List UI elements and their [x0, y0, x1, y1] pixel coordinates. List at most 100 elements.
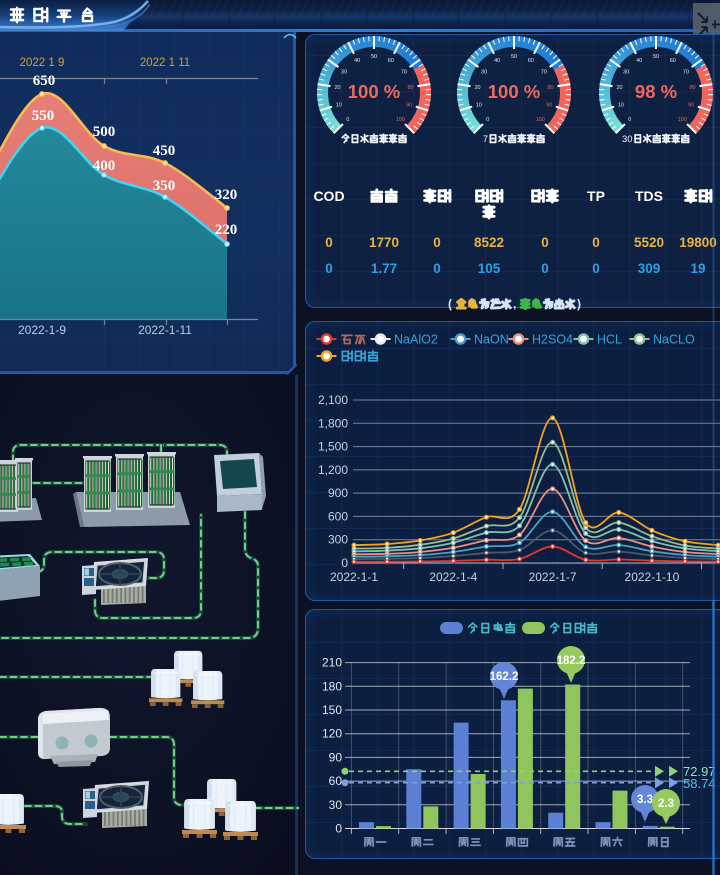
svg-text:550: 550	[32, 108, 55, 124]
svg-text:30: 30	[623, 69, 629, 75]
svg-text:0: 0	[541, 261, 549, 276]
svg-text:180: 180	[322, 679, 342, 693]
svg-text:80: 80	[547, 85, 553, 91]
svg-text:400: 400	[93, 158, 116, 174]
svg-text:50: 50	[653, 54, 659, 60]
svg-text:20: 20	[616, 85, 622, 91]
svg-text:): )	[577, 297, 581, 311]
svg-text:1,500: 1,500	[318, 440, 348, 454]
svg-text:1.77: 1.77	[371, 261, 397, 276]
svg-text:50: 50	[511, 54, 517, 60]
svg-text:2.3: 2.3	[658, 798, 674, 810]
svg-text:2022 1 9: 2022 1 9	[20, 57, 65, 69]
svg-text:19: 19	[690, 261, 705, 276]
svg-text:600: 600	[328, 509, 348, 523]
svg-text:,: ,	[513, 297, 516, 311]
svg-text:72.97: 72.97	[683, 764, 716, 779]
svg-text:650: 650	[33, 73, 56, 89]
svg-text:90: 90	[688, 102, 694, 108]
svg-text:2022-1-4: 2022-1-4	[429, 570, 477, 584]
svg-text:HCL: HCL	[597, 333, 622, 347]
svg-text:98 %: 98 %	[635, 81, 677, 102]
svg-text:NaCLO: NaCLO	[653, 333, 695, 347]
svg-text:100: 100	[678, 117, 687, 123]
svg-text:60: 60	[528, 58, 534, 64]
svg-text:10: 10	[618, 102, 624, 108]
svg-text:10: 10	[336, 102, 342, 108]
svg-text:2022-1-10: 2022-1-10	[625, 570, 680, 584]
svg-text:30: 30	[329, 798, 343, 812]
svg-text:500: 500	[93, 124, 116, 140]
svg-text:0: 0	[592, 261, 600, 276]
svg-text:10: 10	[476, 102, 482, 108]
svg-text:90: 90	[406, 102, 412, 108]
svg-text:TDS: TDS	[635, 188, 663, 204]
svg-text:320: 320	[215, 187, 238, 203]
svg-text:19800: 19800	[679, 235, 717, 250]
svg-text:58.74: 58.74	[683, 776, 716, 791]
svg-text:162.2: 162.2	[490, 671, 519, 683]
svg-text:60: 60	[670, 58, 676, 64]
svg-text:20: 20	[474, 85, 480, 91]
svg-text:120: 120	[322, 727, 342, 741]
svg-text:30: 30	[341, 69, 347, 75]
svg-text:40: 40	[354, 58, 360, 64]
svg-text:450: 450	[153, 143, 176, 159]
svg-text:50: 50	[371, 54, 377, 60]
svg-text:TP: TP	[587, 188, 605, 204]
svg-text:70: 70	[683, 69, 689, 75]
svg-text:2,100: 2,100	[318, 393, 348, 407]
svg-text:0: 0	[541, 235, 549, 250]
svg-text:30: 30	[481, 69, 487, 75]
svg-text:2022-1-7: 2022-1-7	[529, 570, 577, 584]
svg-text:NaAlO2: NaAlO2	[394, 333, 438, 347]
svg-text:309: 309	[638, 261, 661, 276]
svg-text:80: 80	[407, 85, 413, 91]
svg-text:80: 80	[689, 85, 695, 91]
svg-text:8522: 8522	[474, 235, 504, 250]
svg-text:90: 90	[329, 750, 343, 764]
svg-text:300: 300	[328, 533, 348, 547]
svg-text:60: 60	[388, 58, 394, 64]
svg-text:COD: COD	[313, 188, 344, 204]
svg-text:100 %: 100 %	[348, 81, 400, 102]
svg-text:2022-1-11: 2022-1-11	[138, 323, 192, 337]
svg-text:2022-1-9: 2022-1-9	[18, 323, 66, 337]
svg-text:0: 0	[341, 556, 348, 570]
svg-text:40: 40	[494, 58, 500, 64]
svg-text:100 %: 100 %	[488, 81, 540, 102]
svg-text:1,800: 1,800	[318, 416, 348, 430]
svg-text:70: 70	[401, 69, 407, 75]
svg-text:2022 1 11: 2022 1 11	[140, 57, 190, 69]
svg-text:210: 210	[322, 656, 342, 670]
svg-text:220: 220	[215, 222, 238, 238]
svg-text:30: 30	[622, 134, 633, 145]
svg-text:0: 0	[433, 261, 441, 276]
svg-text:182.2: 182.2	[557, 655, 586, 667]
svg-text:NaON: NaON	[474, 333, 509, 347]
svg-text:100: 100	[396, 117, 405, 123]
svg-text:20: 20	[334, 85, 340, 91]
svg-text:105: 105	[478, 261, 501, 276]
svg-text:60: 60	[329, 774, 343, 788]
svg-text:900: 900	[328, 486, 348, 500]
svg-text:0: 0	[335, 822, 342, 836]
svg-text:40: 40	[636, 58, 642, 64]
svg-text:150: 150	[322, 703, 342, 717]
svg-text:0: 0	[628, 117, 631, 123]
svg-text:1770: 1770	[369, 235, 399, 250]
svg-text:70: 70	[541, 69, 547, 75]
svg-text:100: 100	[536, 117, 545, 123]
svg-text:(: (	[448, 297, 452, 311]
svg-text:5520: 5520	[634, 235, 664, 250]
svg-text:0: 0	[325, 261, 333, 276]
svg-text:0: 0	[346, 117, 349, 123]
svg-text:350: 350	[153, 178, 176, 194]
svg-text:0: 0	[325, 235, 333, 250]
svg-text:7: 7	[483, 134, 488, 145]
svg-text:0: 0	[592, 235, 600, 250]
svg-text:0: 0	[433, 235, 441, 250]
svg-text:H2SO4: H2SO4	[532, 333, 573, 347]
svg-text:90: 90	[546, 102, 552, 108]
svg-text:3.3: 3.3	[637, 794, 653, 806]
